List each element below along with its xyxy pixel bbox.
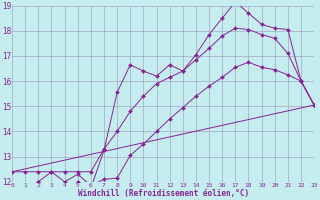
X-axis label: Windchill (Refroidissement éolien,°C): Windchill (Refroidissement éolien,°C) <box>77 189 249 198</box>
